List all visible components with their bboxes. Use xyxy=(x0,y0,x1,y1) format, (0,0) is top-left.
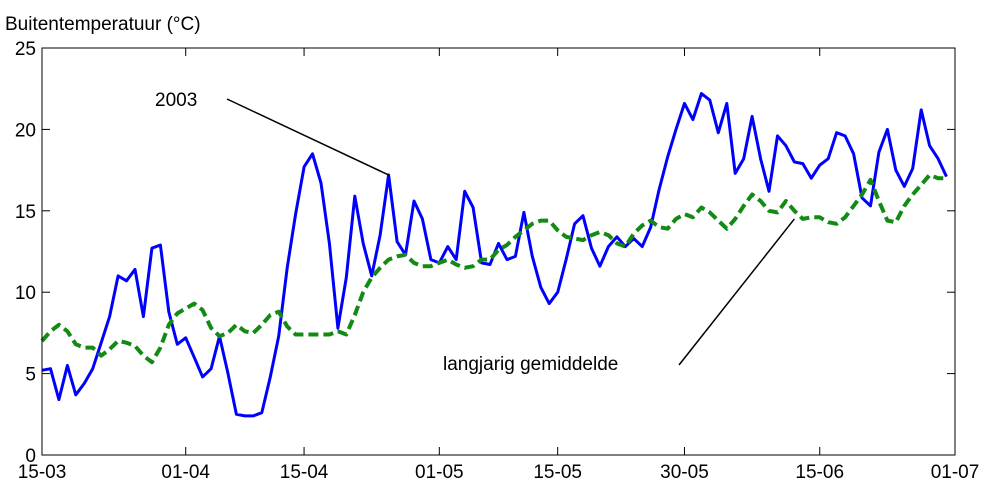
annotation-label-2003: 2003 xyxy=(155,90,197,111)
annotation-leader-2003 xyxy=(226,98,389,176)
y-tick-label: 10 xyxy=(15,283,36,304)
y-tick-label: 15 xyxy=(15,202,36,223)
x-tick-label: 01-07 xyxy=(931,462,980,483)
x-tick-label: 01-04 xyxy=(161,462,210,483)
annotation-leader-average xyxy=(678,218,795,366)
plot-frame xyxy=(41,47,956,456)
ticks-layer: 0 5 10 15 20 25 15-03 01-04 15-04 01-05 15-05 30-05… xyxy=(15,39,979,483)
y-tick-label: 20 xyxy=(15,120,36,141)
y-axis-label: Buitentemperatuur (°C) xyxy=(5,14,201,35)
annotation-layer: 2003 langjarig gemiddelde xyxy=(155,90,795,375)
x-tick-label: 15-04 xyxy=(280,462,329,483)
y-tick-label: 0 xyxy=(25,446,36,467)
x-tick-label: 15-05 xyxy=(533,462,582,483)
series-layer xyxy=(40,92,948,418)
x-tick-label: 01-05 xyxy=(415,462,464,483)
x-tick-label: 30-05 xyxy=(660,462,709,483)
y-tick-label: 25 xyxy=(15,39,36,60)
annotation-label-average: langjarig gemiddelde xyxy=(443,354,618,375)
series-line-2 xyxy=(40,173,947,365)
x-tick-label: 15-06 xyxy=(795,462,844,483)
y-tick-label: 5 xyxy=(25,365,36,386)
x-tick-label: 15-03 xyxy=(18,462,67,483)
